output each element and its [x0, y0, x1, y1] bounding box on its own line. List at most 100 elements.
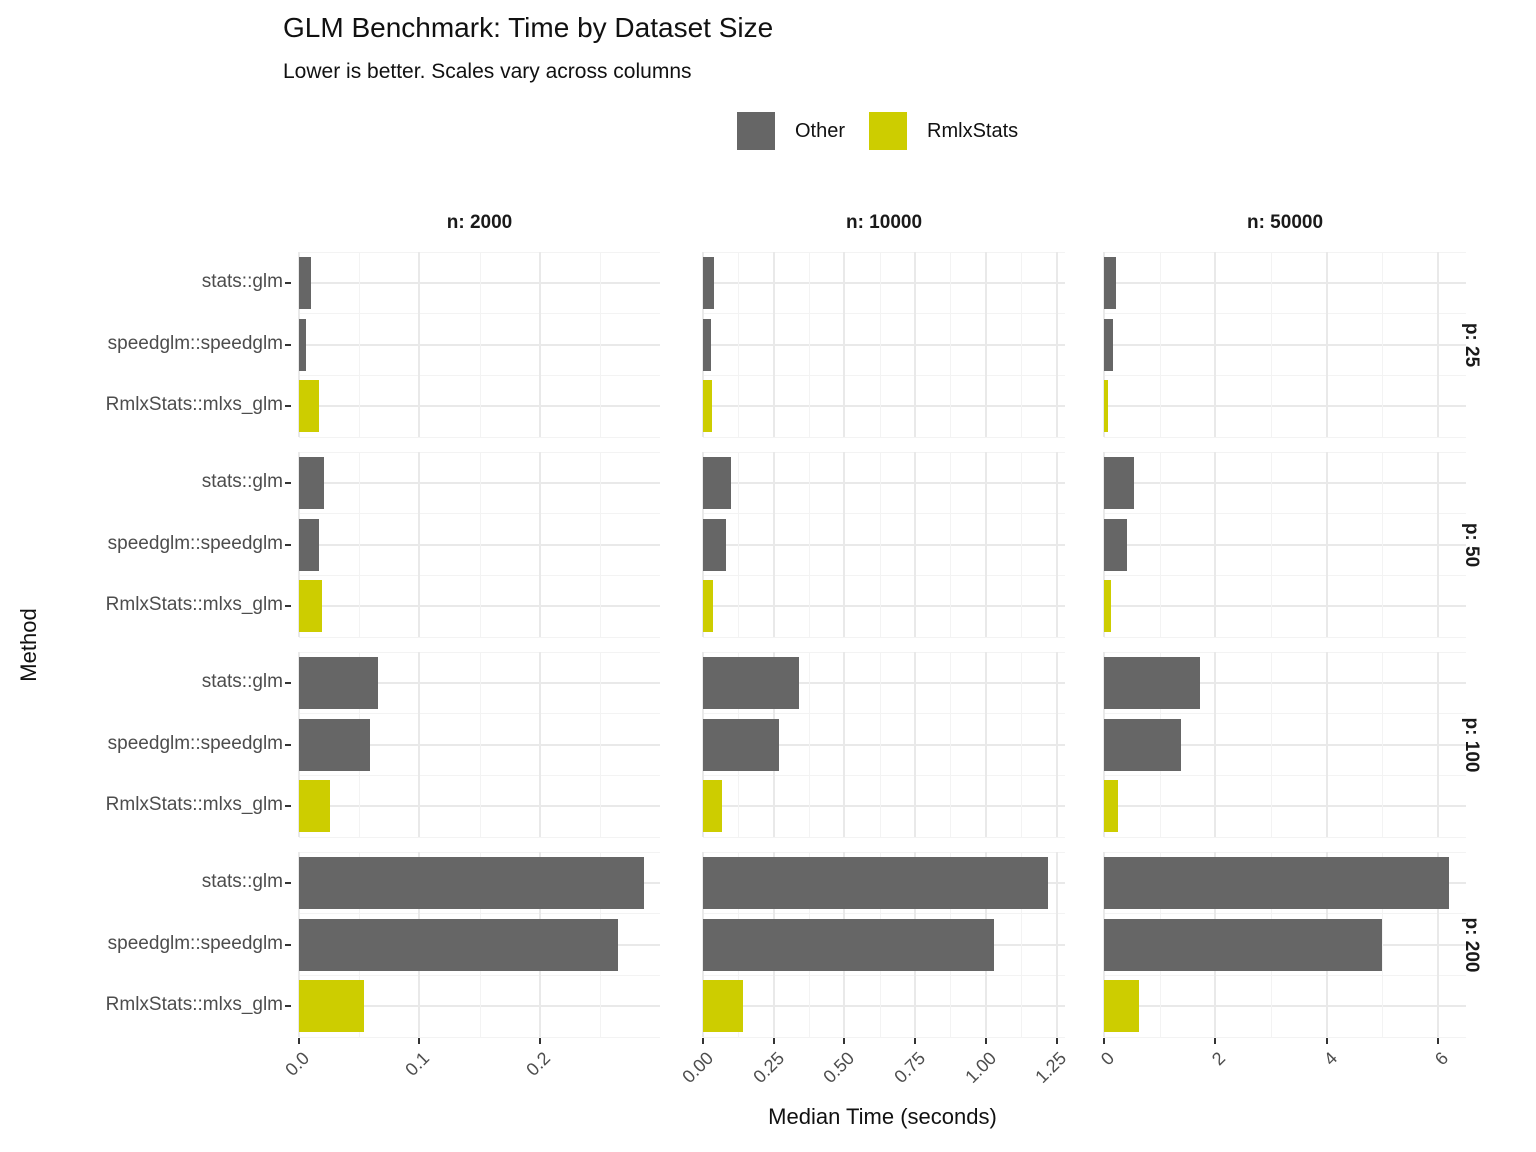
- y-tick-mark: [285, 543, 291, 546]
- gridline: [1021, 452, 1023, 637]
- bar-rmlxstats-mlxs-glm: [703, 780, 722, 833]
- y-tick-mark: [285, 743, 291, 746]
- bar-speedglm-speedglm: [299, 918, 618, 971]
- gridline: [703, 343, 1065, 346]
- bar-stats-glm: [1104, 256, 1116, 309]
- gridline: [703, 1005, 1065, 1008]
- gridline: [1271, 252, 1273, 437]
- gridline: [703, 743, 1065, 746]
- y-tick-mark: [285, 481, 291, 484]
- bar-rmlxstats-mlxs-glm: [703, 980, 743, 1033]
- x-tick-mark: [538, 1038, 541, 1044]
- gridline: [950, 652, 952, 837]
- gridline: [809, 252, 811, 437]
- gridline: [1104, 543, 1466, 546]
- method-label-stats-glm: stats::glm: [201, 470, 283, 492]
- x-tick-mark: [843, 1038, 846, 1044]
- gridline: [1021, 252, 1023, 437]
- bar-rmlxstats-mlxs-glm: [1104, 580, 1112, 633]
- gridline: [479, 252, 481, 437]
- gridline: [772, 252, 775, 437]
- gridline: [1104, 774, 1466, 776]
- legend-label-rmlxstats: RmlxStats: [927, 119, 1019, 142]
- bar-stats-glm: [299, 256, 312, 309]
- x-tick-mark: [1214, 1038, 1217, 1044]
- gridline: [1214, 652, 1217, 837]
- gridline: [984, 252, 987, 437]
- y-axis-title: Method: [16, 608, 41, 682]
- gridline: [538, 452, 541, 637]
- x-tick-label: 0.00: [678, 1048, 718, 1087]
- gridline: [299, 636, 660, 638]
- gridline: [1104, 513, 1466, 515]
- gridline: [879, 452, 881, 637]
- gridline: [1214, 452, 1217, 637]
- gridline: [1104, 281, 1466, 284]
- gridline: [1382, 852, 1384, 1037]
- gridline: [1055, 252, 1058, 437]
- x-tick-label: 4: [1319, 1048, 1341, 1070]
- gridline: [1104, 974, 1466, 976]
- gridline: [703, 836, 1065, 838]
- gridline: [1104, 836, 1466, 838]
- gridline: [703, 481, 1065, 484]
- method-label-stats-glm: stats::glm: [201, 270, 283, 292]
- gridline: [738, 252, 740, 437]
- gridline: [299, 436, 660, 438]
- gridline: [703, 681, 1065, 684]
- y-tick-mark: [285, 805, 291, 808]
- gridline: [479, 452, 481, 637]
- x-tick-mark: [1103, 1038, 1105, 1044]
- gridline: [950, 252, 952, 437]
- gridline: [1104, 805, 1466, 808]
- x-axis-title: Median Time (seconds): [768, 1104, 997, 1129]
- y-tick-mark: [285, 281, 291, 284]
- x-tick-mark: [1437, 1038, 1440, 1044]
- bar-rmlxstats-mlxs-glm: [1104, 980, 1139, 1033]
- bar-rmlxstats-mlxs-glm: [299, 780, 331, 833]
- gridline: [1104, 636, 1466, 638]
- y-tick-mark: [285, 881, 291, 884]
- gridline: [1104, 1005, 1466, 1008]
- gridline: [1104, 681, 1466, 684]
- x-tick-mark: [418, 1038, 421, 1044]
- gridline: [1159, 452, 1161, 637]
- gridline: [1104, 574, 1466, 576]
- method-label-rmlxstats-mlxs-glm: RmlxStats::mlxs_glm: [105, 994, 283, 1016]
- bar-speedglm-speedglm: [1104, 518, 1128, 571]
- gridline: [1104, 405, 1466, 408]
- gridline: [1382, 252, 1384, 437]
- gridline: [1325, 252, 1328, 437]
- gridline: [1104, 251, 1466, 253]
- gridline: [809, 652, 811, 837]
- gridline: [703, 805, 1065, 808]
- x-tick-label: 2: [1208, 1048, 1230, 1070]
- bar-stats-glm: [703, 856, 1049, 909]
- y-tick-mark: [285, 1005, 291, 1008]
- x-tick-label: 1.25: [1031, 1048, 1071, 1087]
- gridline: [359, 252, 361, 437]
- bar-stats-glm: [299, 656, 379, 709]
- gridline: [1021, 852, 1023, 1037]
- gridline: [1104, 913, 1466, 915]
- method-label-rmlxstats-mlxs-glm: RmlxStats::mlxs_glm: [105, 394, 283, 416]
- gridline: [1325, 652, 1328, 837]
- gridline: [1159, 252, 1161, 437]
- gridline: [418, 452, 421, 637]
- gridline: [1055, 452, 1058, 637]
- x-tick-label: 6: [1431, 1048, 1453, 1070]
- legend-label-other: Other: [795, 119, 846, 142]
- gridline: [703, 281, 1065, 284]
- bar-rmlxstats-mlxs-glm: [1104, 780, 1118, 833]
- gridline: [879, 252, 881, 437]
- x-tick-label: 0.0: [281, 1048, 314, 1080]
- gridline: [1271, 452, 1273, 637]
- gridline: [914, 452, 917, 637]
- bar-speedglm-speedglm: [703, 718, 780, 771]
- x-tick-label: 0.75: [890, 1048, 930, 1087]
- bar-rmlxstats-mlxs-glm: [299, 380, 320, 433]
- bar-speedglm-speedglm: [1104, 918, 1383, 971]
- y-tick-mark: [285, 943, 291, 946]
- method-label-rmlxstats-mlxs-glm: RmlxStats::mlxs_glm: [105, 794, 283, 816]
